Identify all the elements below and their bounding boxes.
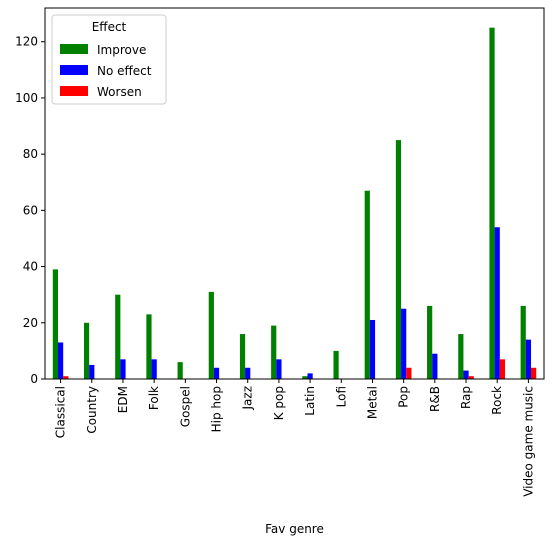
y-tick-label: 100 [15, 91, 38, 105]
bar-improve-rock [489, 27, 495, 379]
bar-no-effect-metal [369, 319, 376, 379]
y-tick-label: 120 [15, 35, 38, 49]
x-axis-title: Fav genre [265, 522, 324, 536]
bar-improve-gospel [177, 362, 183, 379]
x-tick-label: Country [85, 386, 99, 434]
bar-improve-k-pop [271, 325, 277, 379]
bar-improve-rap [458, 334, 464, 379]
legend-label-improve: Improve [97, 43, 146, 57]
bar-no-effect-folk [151, 359, 157, 379]
bars-group [52, 27, 537, 379]
x-tick-label: Video game music [521, 386, 535, 497]
bar-improve-latin [302, 376, 308, 379]
x-axis: Classical Country EDM Folk Gospel Hip hop Jazz… [54, 379, 535, 497]
x-tick-label: Hip hop [210, 386, 224, 432]
bar-no-effect-classical [57, 342, 64, 379]
legend-box [51, 14, 167, 105]
x-tick-label: Classical [54, 386, 68, 438]
x-tick-label: Jazz [241, 386, 255, 411]
x-tick-label: Folk [147, 386, 161, 410]
y-tick-label: 20 [23, 316, 38, 330]
plot-area-frame [44, 7, 545, 380]
x-tick-label: R&B [428, 386, 442, 412]
x-tick-label: K pop [272, 386, 286, 420]
bar-no-effect-latin [307, 373, 313, 379]
bar-no-effect-country [89, 364, 95, 379]
bar-improve-pop [395, 140, 402, 379]
bar-worsen-pop [406, 367, 412, 379]
bar-improve-hip-hop [208, 291, 214, 379]
legend-swatch-worsen [60, 86, 88, 96]
bar-worsen-classical [63, 376, 69, 379]
bar-improve-metal [364, 190, 370, 379]
y-axis: 0 20 40 60 80 100 120 [15, 35, 45, 386]
legend-label-worsen: Worsen [97, 85, 142, 99]
bar-worsen-video-game-music [531, 367, 537, 379]
x-tick-label: Metal [365, 386, 379, 419]
x-tick-label: Latin [303, 386, 317, 416]
x-tick-label: Gospel [178, 386, 192, 427]
bar-no-effect-video-game-music [525, 339, 532, 379]
x-tick-label: Rock [490, 386, 504, 415]
bar-improve-classical [52, 269, 58, 379]
bar-no-effect-edm [120, 359, 126, 379]
bar-improve-folk [146, 314, 152, 379]
bar-improve-video-game-music [520, 305, 526, 379]
x-tick-label: Lofi [334, 386, 348, 407]
legend-label-no-effect: No effect [97, 64, 152, 78]
x-tick-label: Pop [397, 386, 411, 408]
bar-improve-lofi [333, 350, 339, 379]
bar-no-effect-jazz [245, 367, 251, 379]
bar-improve-jazz [239, 334, 246, 379]
legend-swatch-improve [60, 44, 88, 54]
y-tick-label: 0 [30, 372, 38, 386]
bar-worsen-rap [468, 376, 474, 379]
bar-no-effect-hip-hop [213, 367, 220, 379]
bar-no-effect-rap [463, 370, 469, 379]
x-tick-label: EDM [116, 386, 130, 413]
bar-no-effect-k-pop [276, 359, 282, 379]
legend: Effect Improve No effect Worsen [51, 14, 167, 105]
bar-no-effect-rock [494, 227, 500, 379]
legend-swatch-no-effect [60, 65, 88, 75]
y-tick-label: 60 [23, 203, 38, 217]
bar-improve-r-b [427, 305, 433, 379]
bar-no-effect-r-b [432, 353, 438, 379]
y-tick-label: 80 [23, 147, 38, 161]
bar-improve-country [83, 322, 90, 379]
bar-no-effect-pop [401, 308, 407, 379]
x-tick-label: Rap [459, 386, 473, 409]
bar-improve-edm [115, 294, 121, 379]
legend-title: Effect [92, 20, 127, 34]
y-tick-label: 40 [23, 260, 38, 274]
bar-worsen-rock [499, 359, 506, 379]
